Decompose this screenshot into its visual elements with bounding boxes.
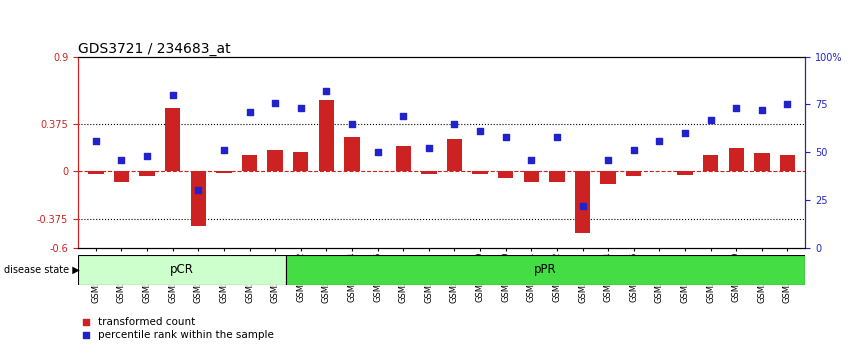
Text: GDS3721 / 234683_at: GDS3721 / 234683_at — [78, 42, 230, 56]
Point — [320, 88, 333, 94]
Point — [652, 138, 666, 144]
Point — [268, 100, 282, 105]
Point — [294, 105, 307, 111]
Bar — [216, 171, 231, 173]
Bar — [396, 146, 411, 171]
Point — [704, 117, 718, 122]
Bar — [286, 255, 805, 285]
Bar — [421, 171, 436, 174]
Bar — [779, 155, 795, 171]
Point — [499, 134, 513, 140]
Point — [422, 145, 436, 151]
Legend: transformed count, percentile rank within the sample: transformed count, percentile rank withi… — [83, 317, 274, 340]
Text: pCR: pCR — [170, 263, 194, 276]
Bar — [319, 100, 334, 171]
Bar — [345, 137, 359, 171]
Point — [755, 107, 769, 113]
Bar — [242, 155, 257, 171]
Point — [525, 157, 539, 163]
Point — [678, 130, 692, 136]
Bar — [498, 171, 514, 178]
Point — [242, 109, 256, 115]
Point — [448, 121, 462, 126]
Bar — [524, 171, 539, 182]
Bar — [293, 152, 308, 171]
Bar — [677, 171, 693, 175]
Bar — [575, 171, 591, 233]
Point — [397, 113, 410, 119]
Bar — [472, 171, 488, 174]
Point — [550, 134, 564, 140]
Bar — [165, 108, 180, 171]
Point — [627, 148, 641, 153]
Bar — [728, 148, 744, 171]
Bar — [626, 171, 642, 176]
Point — [576, 203, 590, 209]
Point — [140, 153, 154, 159]
Point — [371, 149, 385, 155]
Bar — [754, 154, 770, 171]
Bar — [88, 171, 104, 174]
Bar — [191, 171, 206, 226]
Bar — [268, 150, 283, 171]
Point — [191, 188, 205, 193]
Bar — [549, 171, 565, 182]
Point — [114, 157, 128, 163]
Bar — [703, 155, 718, 171]
Point — [780, 102, 794, 107]
Point — [165, 92, 179, 98]
Point — [89, 138, 103, 144]
Point — [473, 129, 487, 134]
Text: disease state ▶: disease state ▶ — [4, 265, 80, 275]
Point — [601, 157, 615, 163]
Bar — [113, 171, 129, 182]
Bar — [78, 255, 286, 285]
Point — [729, 105, 743, 111]
Bar — [139, 171, 155, 176]
Point — [345, 121, 359, 126]
Bar — [447, 139, 462, 171]
Text: pPR: pPR — [534, 263, 557, 276]
Point — [217, 148, 231, 153]
Bar — [600, 171, 616, 184]
